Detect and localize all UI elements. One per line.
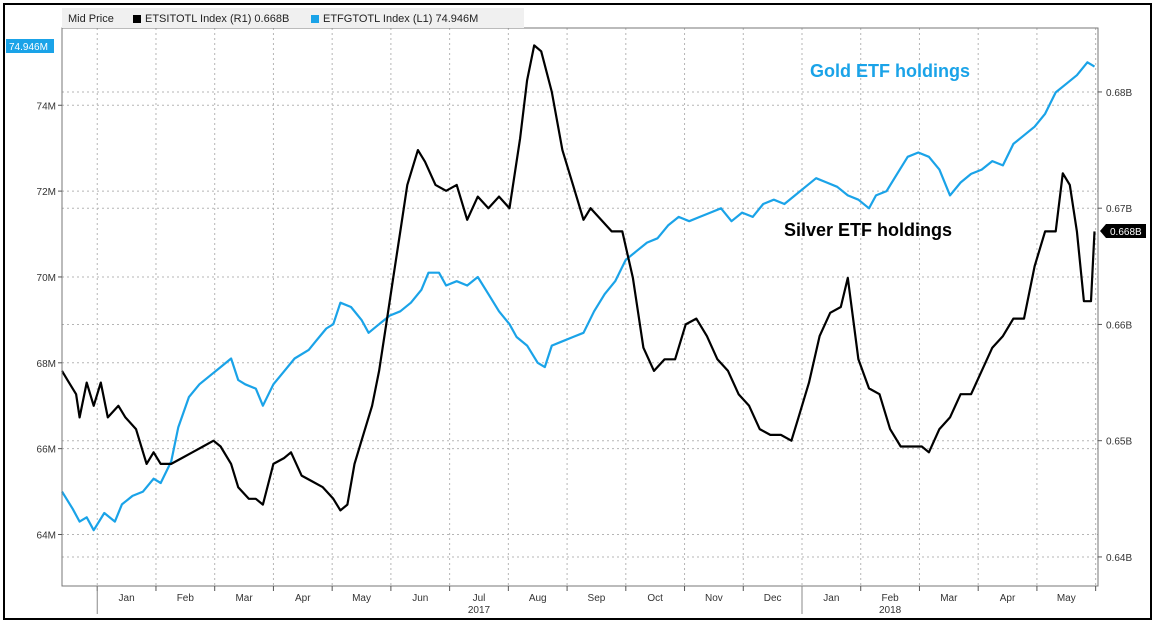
last-value-left-bg [6,39,54,53]
last-value-right-label: 0.668B [1110,227,1142,238]
month-label: Sep [588,593,606,604]
left-axis-ticks: 64M 66M 68M 70M 72M 74M [37,101,62,541]
year-label: 2017 [468,605,491,616]
legend-item-gold: ETFGTOTL Index (L1) 74.946M [323,13,478,25]
month-label: Apr [1000,593,1016,604]
last-value-right-bg [1100,224,1146,238]
year-label: 2018 [879,605,902,616]
month-label: Aug [529,593,547,604]
series-layer [61,44,1096,532]
annotation-gold: Gold ETF holdings [810,61,970,81]
right-axis-ticks: 0.64B 0.65B 0.66B 0.67B 0.68B [1098,88,1132,564]
legend: Mid Price ETSITOTL Index (R1) 0.668B ETF… [62,8,524,28]
right-tick-label: 0.64B [1106,553,1132,564]
left-tick-label: 64M [37,530,56,541]
month-label: Feb [177,593,195,604]
month-label: Apr [295,593,311,604]
month-label: Mar [235,593,253,604]
month-label: May [1057,593,1076,604]
month-label: Jan [823,593,839,604]
month-label: Jun [412,593,428,604]
last-value-right: 0.668B [1100,224,1146,238]
chart-frame [3,3,1152,620]
left-tick-label: 66M [37,445,56,456]
right-tick-label: 0.67B [1106,204,1132,215]
silver-etf-line [61,44,1096,512]
left-tick-label: 70M [37,273,56,284]
last-value-left: 74.946M [6,39,54,53]
right-tick-label: 0.66B [1106,320,1132,331]
axes [61,27,1099,587]
annotation-silver: Silver ETF holdings [784,220,952,240]
month-label: Dec [764,593,782,604]
left-tick-label: 74M [37,101,56,112]
month-label: Nov [705,593,723,604]
legend-swatch-silver [133,15,141,23]
last-value-left-label: 74.946M [9,42,48,53]
legend-swatch-gold [311,15,319,23]
month-label: Jul [473,593,486,604]
month-label: Oct [647,593,663,604]
legend-background [62,8,524,28]
month-label: Jan [119,593,135,604]
plot-border [61,27,1099,587]
legend-header: Mid Price [68,13,114,25]
left-tick-label: 68M [37,359,56,370]
month-label: May [352,593,371,604]
left-tick-label: 72M [37,187,56,198]
gold-etf-line [61,61,1096,532]
x-axis-ticks: Jan Feb Mar Apr May Jun Jul Aug Sep Oct Nov Dec Jan F… [96,586,1097,616]
month-label: Mar [940,593,958,604]
legend-item-silver: ETSITOTL Index (R1) 0.668B [145,13,289,25]
month-label: Feb [881,593,899,604]
right-tick-label: 0.65B [1106,437,1132,448]
right-tick-label: 0.68B [1106,88,1132,99]
grid-lines [62,28,1098,586]
